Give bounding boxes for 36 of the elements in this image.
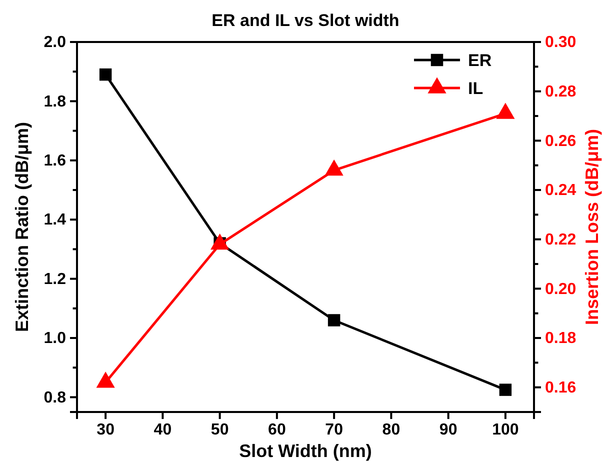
point (324, 160, 344, 176)
x-tick-label: 90 (439, 421, 458, 438)
y2-tick-label: 0.22 (545, 231, 576, 248)
legend-label: ER (468, 51, 492, 70)
y-tick-label: 1.0 (44, 330, 66, 348)
y2-tick-label: 0.24 (545, 182, 576, 200)
y-tick-label: 1.4 (44, 212, 66, 229)
y2-tick-label: 0.20 (545, 280, 576, 298)
x-axis-title: Slot Width (nm) (239, 441, 372, 461)
x-tick-label: 60 (268, 421, 286, 438)
legend-label: IL (468, 79, 484, 98)
point (496, 102, 515, 119)
y-tick-label: 1.2 (44, 270, 66, 288)
y2-tick-label: 0.28 (545, 83, 576, 100)
x-tick-label: 100 (492, 421, 519, 438)
point (499, 384, 512, 396)
y2-tick-label: 0.30 (545, 34, 576, 52)
x-tick-label: 80 (382, 421, 400, 438)
point (96, 372, 115, 388)
point (99, 68, 112, 81)
chart-title: ER and IL vs Slot width (212, 11, 400, 30)
x-tick-label: 70 (325, 421, 344, 438)
y-tick-label: 1.8 (44, 93, 66, 110)
y-tick-label: 1.6 (44, 152, 66, 170)
y2-axis-title: Insertion Loss (dB/μm) (582, 128, 602, 326)
y2-tick-label: 0.16 (545, 379, 576, 396)
point (328, 314, 340, 326)
y2-tick-label: 0.18 (545, 330, 576, 348)
y-tick-label: 0.8 (44, 389, 66, 406)
x-tick-label: 50 (210, 421, 229, 438)
y-axis-title: Extinction Ratio (dB/μm) (12, 122, 32, 332)
y2-tick-label: 0.26 (545, 132, 576, 150)
point (210, 234, 230, 250)
y-tick-label: 2.0 (44, 34, 66, 52)
x-tick-label: 40 (154, 421, 172, 438)
x-tick-label: 30 (96, 421, 115, 438)
